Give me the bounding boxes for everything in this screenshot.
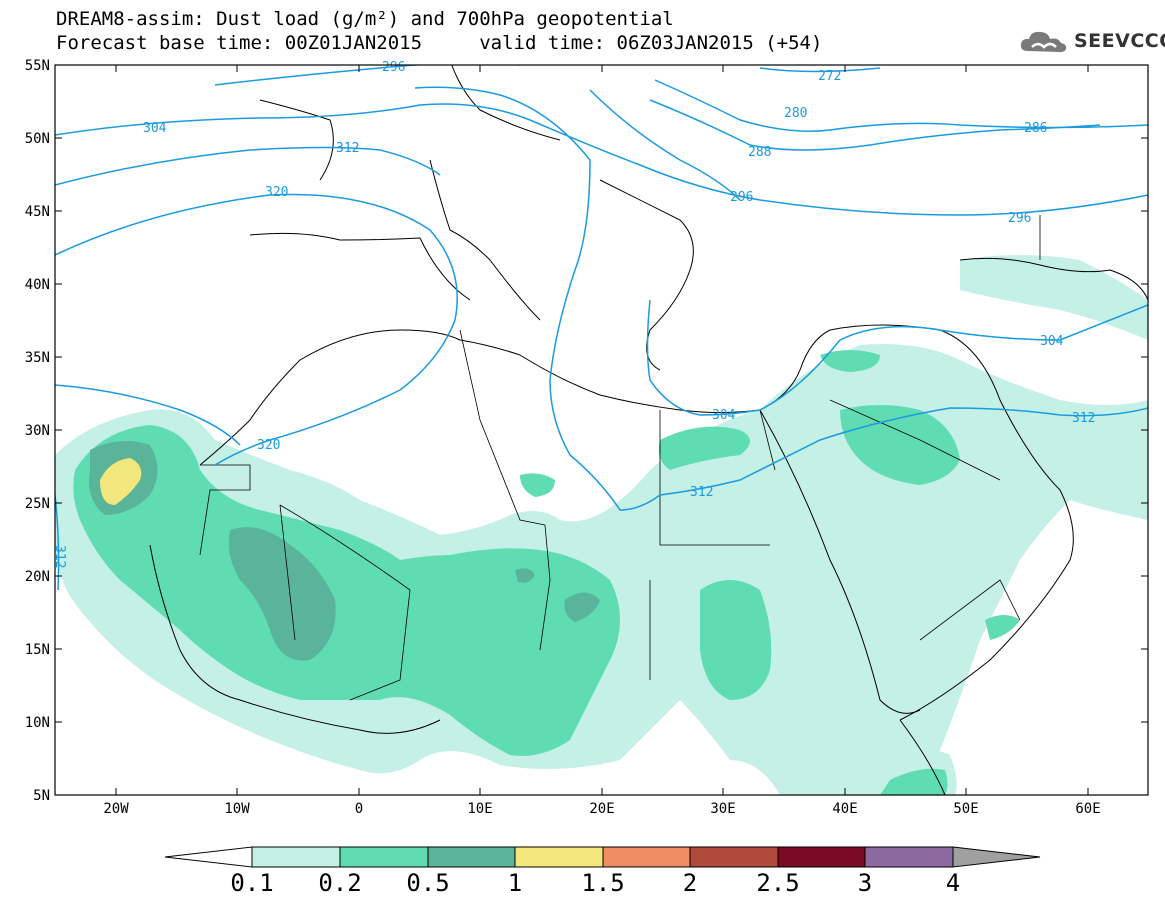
lat-label: 45N — [25, 204, 50, 220]
legend-label: 2.5 — [756, 869, 799, 897]
legend-colorbar — [164, 846, 1041, 868]
lon-label: 30E — [710, 801, 735, 817]
contour-label: 304 — [143, 121, 167, 136]
dust-region-0.2-syria — [820, 350, 880, 372]
legend-swatch — [514, 846, 604, 868]
legend-label: 0.2 — [318, 869, 361, 897]
dust-region-0.2-libya — [520, 473, 555, 497]
contour-label: 280 — [784, 106, 807, 121]
latitude-labels: 55N 50N 45N 40N 35N 30N 25N 20N 15N 10N … — [25, 58, 50, 804]
logo-text: SEEVCCC — [1074, 30, 1165, 52]
lon-label: 60E — [1075, 801, 1100, 817]
legend-label: 2 — [683, 869, 697, 897]
lat-label: 5N — [33, 788, 50, 804]
dust-region-1 — [100, 458, 142, 505]
legend-label: 0.1 — [230, 869, 273, 897]
legend-labels: 0.1 0.2 0.5 1 1.5 2 2.5 3 4 — [230, 869, 960, 897]
lat-label: 30N — [25, 423, 50, 439]
contour-labels: 296 304 312 320 272 280 288 296 286 296 … — [52, 60, 1095, 568]
lat-label: 55N — [25, 58, 50, 74]
contour-label: 272 — [818, 69, 841, 84]
dust-region-0.5-niger — [515, 568, 535, 583]
legend-low-arrow — [164, 846, 253, 868]
contour-label: 304 — [712, 408, 736, 423]
axis-ticks — [55, 64, 1148, 795]
country-borders — [199, 215, 1041, 701]
map-title-line-1: DREAM8-assim: Dust load (g/m²) and 700hP… — [56, 8, 674, 30]
dust-region-0.5-chad — [564, 592, 600, 622]
lat-label: 20N — [25, 569, 50, 585]
legend-swatch — [251, 846, 341, 868]
lat-label: 25N — [25, 496, 50, 512]
lat-label: 35N — [25, 350, 50, 366]
contour-label: 312 — [690, 485, 713, 500]
legend-high-arrow — [952, 846, 1041, 868]
contour-label: 296 — [730, 190, 753, 205]
legend-label: 3 — [858, 869, 872, 897]
contour-label: 288 — [748, 145, 771, 160]
dust-region-0.2-west — [73, 425, 621, 756]
lat-label: 15N — [25, 642, 50, 658]
lon-label: 20W — [103, 801, 129, 817]
contour-label: 312 — [52, 545, 67, 568]
contour-label: 320 — [257, 438, 280, 453]
lat-label: 40N — [25, 277, 50, 293]
dust-region-0.1-b — [960, 255, 1148, 340]
legend-label: 0.5 — [406, 869, 449, 897]
contour-label: 296 — [382, 60, 405, 75]
map-title-line-2: Forecast base time: 00Z01JAN2015 valid t… — [56, 32, 823, 54]
contour-label: 312 — [1072, 411, 1095, 426]
dust-region-0.2-south — [880, 768, 948, 795]
dust-region-0.5-mauritania — [228, 527, 336, 661]
lon-label: 0 — [355, 801, 363, 817]
legend-swatch — [689, 846, 779, 868]
legend-label: 1.5 — [581, 869, 624, 897]
contour-label: 304 — [1040, 334, 1064, 349]
contour-label: 286 — [1024, 121, 1047, 136]
dust-region-0.2-egypt — [658, 426, 750, 470]
cloud-icon — [1020, 31, 1067, 52]
lon-label: 20E — [589, 801, 614, 817]
legend-swatch — [339, 846, 429, 868]
contour-label: 312 — [336, 141, 359, 156]
dust-region-0.2-nile — [700, 580, 772, 700]
lon-label: 40E — [832, 801, 857, 817]
contour-label: 296 — [1008, 211, 1031, 226]
lat-label: 50N — [25, 131, 50, 147]
lon-label: 10E — [467, 801, 492, 817]
longitude-labels: 20W 10W 0 10E 20E 30E 40E 50E 60E — [103, 801, 1100, 817]
lon-label: 50E — [953, 801, 978, 817]
lon-label: 10W — [224, 801, 250, 817]
legend-swatch — [427, 846, 516, 868]
geopotential-contours — [55, 65, 1148, 591]
legend-label: 4 — [946, 869, 960, 897]
legend-swatch — [777, 846, 866, 868]
seevccc-logo: SEEVCCC — [1018, 26, 1165, 56]
legend-swatch — [864, 846, 954, 868]
legend-swatch — [602, 846, 691, 868]
legend-label: 1 — [508, 869, 522, 897]
contour-label: 320 — [265, 185, 288, 200]
lat-label: 10N — [25, 715, 50, 731]
dust-region-0.2-horn — [985, 615, 1020, 640]
